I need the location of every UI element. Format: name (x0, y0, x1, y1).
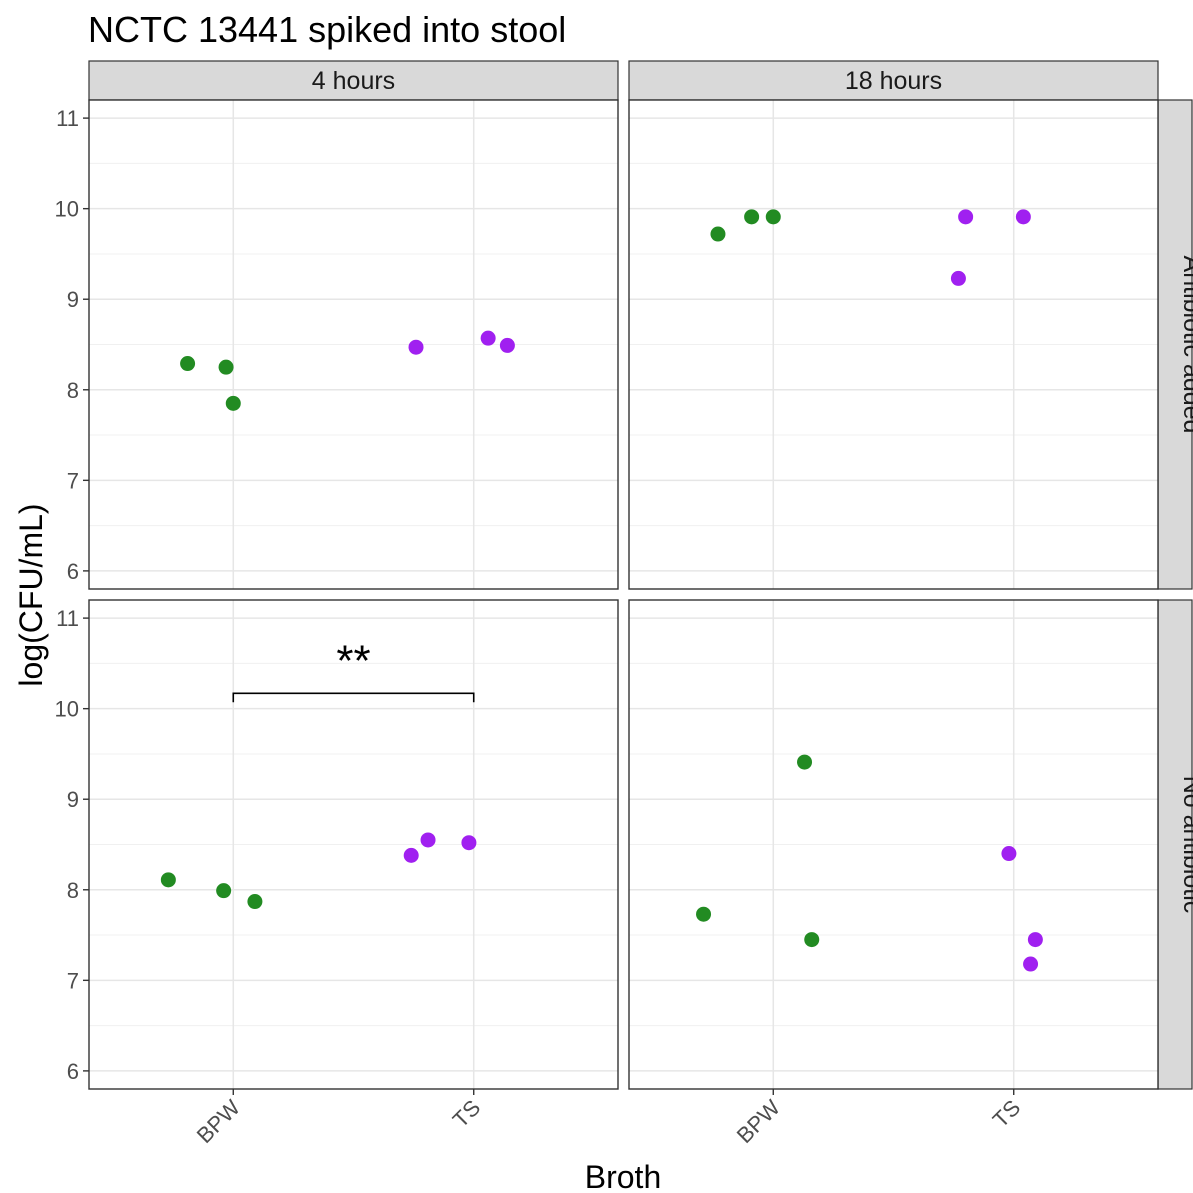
y-tick-label: 10 (55, 697, 79, 722)
data-point (797, 754, 813, 770)
data-point (160, 872, 176, 888)
significance-bracket (232, 692, 475, 703)
data-point (499, 337, 515, 353)
y-tick-label: 9 (67, 787, 79, 812)
y-tick-label: 10 (55, 197, 79, 222)
chart-title: NCTC 13441 spiked into stool (88, 9, 566, 50)
y-tick-label: 6 (67, 1059, 79, 1084)
y-tick-label: 8 (67, 378, 79, 403)
y-axis-label: log(CFU/mL) (13, 503, 49, 686)
y-tick-label: 8 (67, 878, 79, 903)
y-tick-label: 7 (67, 468, 79, 493)
data-point (1023, 956, 1039, 972)
data-point (950, 270, 966, 286)
data-point (420, 832, 436, 848)
x-axis-label: Broth (585, 1159, 661, 1193)
y-tick-label: 6 (67, 559, 79, 584)
column-strip-label: 18 hours (845, 67, 942, 95)
data-point (218, 359, 234, 375)
data-point (480, 330, 496, 346)
row-strip (1157, 99, 1193, 590)
x-tick-label: TS (448, 1095, 486, 1133)
data-point (765, 209, 781, 225)
panel (628, 599, 1159, 1090)
x-tick-label: TS (988, 1095, 1026, 1133)
x-tick-label: BPW (192, 1095, 245, 1148)
data-point (247, 894, 263, 910)
y-tick-label: 11 (56, 606, 79, 631)
data-point (408, 339, 424, 355)
data-point (1001, 846, 1017, 862)
column-strip-label: 4 hours (312, 67, 395, 95)
panel: ** (88, 599, 619, 1090)
data-point (1015, 209, 1031, 225)
panel-border (88, 99, 619, 590)
data-point (710, 226, 726, 242)
data-point (744, 209, 760, 225)
row-strip-label: No antibiotic (1178, 776, 1193, 914)
y-tick-label: 9 (67, 287, 79, 312)
data-point (696, 906, 712, 922)
column-strip (628, 60, 1159, 101)
data-point (958, 209, 974, 225)
data-point (461, 835, 477, 851)
data-point (216, 883, 232, 899)
data-point (804, 932, 820, 948)
data-point (403, 847, 419, 863)
facet-panels: 4 hours 18 hours Antibiotic added No antibi… (55, 60, 1193, 1148)
row-strip (1157, 599, 1193, 1090)
panel (628, 99, 1159, 590)
row-strip-label: Antibiotic added (1178, 256, 1193, 434)
data-point (225, 395, 241, 411)
data-point (180, 356, 196, 372)
panel-border (88, 599, 619, 1090)
data-point (1027, 932, 1043, 948)
panel (88, 99, 619, 590)
y-tick-label: 7 (67, 968, 79, 993)
x-tick-label: BPW (732, 1095, 785, 1148)
significance-label: ** (336, 636, 370, 685)
panel-border (628, 599, 1159, 1090)
y-tick-label: 11 (56, 106, 79, 131)
column-strip (88, 60, 619, 101)
panel-border (628, 99, 1159, 590)
